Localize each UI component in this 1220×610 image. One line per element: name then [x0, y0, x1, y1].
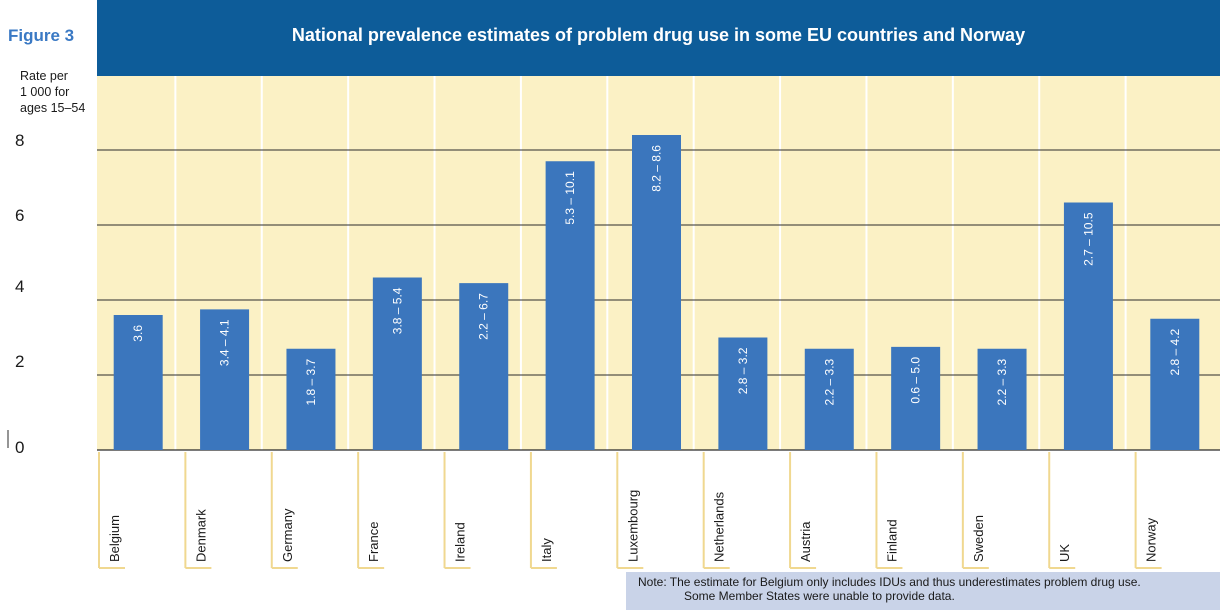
bar-norway — [1150, 318, 1200, 450]
category-label: UK — [1057, 544, 1072, 562]
category-label: Italy — [539, 538, 554, 562]
category-label: Finland — [884, 519, 899, 562]
footnote-line-2: Some Member States were unable to provid… — [684, 589, 955, 603]
data-label: 5.3 – 10.1 — [563, 171, 577, 225]
y-tick-8: 8 — [15, 131, 25, 150]
y-axis-label-line-1: Rate per — [20, 69, 68, 83]
data-label: 8.2 – 8.6 — [650, 145, 664, 192]
bar-uk — [1063, 202, 1113, 450]
category-label: Norway — [1144, 517, 1159, 562]
data-label: 3.4 – 4.1 — [218, 319, 232, 366]
y-tick-4: 4 — [15, 277, 25, 296]
y-axis-label-line-2: 1 000 for — [20, 85, 70, 99]
category-label: Luxembourg — [625, 490, 640, 562]
data-label: 1.8 – 3.7 — [304, 358, 318, 405]
footnote: Note: The estimate for Belgium only incl… — [626, 572, 1220, 610]
y-axis-label-line-3: ages 15–54 — [20, 101, 86, 115]
bar-denmark — [200, 309, 250, 450]
data-label: 2.7 – 10.5 — [1081, 212, 1095, 266]
y-axis-label: Rate per 1 000 for ages 15–54 — [20, 68, 98, 116]
category-label: Austria — [798, 521, 813, 562]
category-label: Belgium — [107, 515, 122, 562]
data-label: 0.6 – 5.0 — [909, 357, 923, 404]
bar-sweden — [977, 348, 1027, 450]
category-label: Ireland — [453, 522, 468, 562]
data-label: 2.8 – 4.2 — [1168, 328, 1182, 375]
y-tick-0: 0 — [15, 438, 25, 457]
chart-header: National prevalence estimates of problem… — [97, 0, 1220, 76]
data-label: 2.2 – 3.3 — [822, 358, 836, 405]
category-label: France — [366, 522, 381, 562]
category-label: Sweden — [971, 515, 986, 562]
data-label: 2.2 – 6.7 — [477, 293, 491, 340]
y-tick-2: 2 — [15, 352, 25, 371]
bar-belgium — [113, 315, 163, 450]
chart-title: National prevalence estimates of problem… — [291, 25, 1026, 45]
figure-label: Figure 3 — [8, 26, 75, 45]
data-label: 2.2 – 3.3 — [995, 358, 1009, 405]
data-label: 3.8 – 5.4 — [390, 287, 404, 334]
category-label: Denmark — [193, 509, 208, 562]
data-label: 3.6 — [131, 325, 145, 342]
y-tick-6: 6 — [15, 206, 25, 225]
bar-ireland — [459, 283, 509, 450]
footnote-line-1: Note: The estimate for Belgium only incl… — [638, 575, 1141, 589]
bar-france — [372, 277, 422, 450]
bar-germany — [286, 348, 336, 450]
category-label: Netherlands — [712, 491, 727, 562]
data-label: 2.8 – 3.2 — [736, 347, 750, 394]
bar-finland — [891, 346, 941, 450]
category-label: Germany — [280, 508, 295, 562]
bar-luxembourg — [632, 135, 681, 450]
bar-austria — [804, 348, 854, 450]
bar-netherlands — [718, 337, 768, 450]
bar-italy — [545, 161, 595, 450]
